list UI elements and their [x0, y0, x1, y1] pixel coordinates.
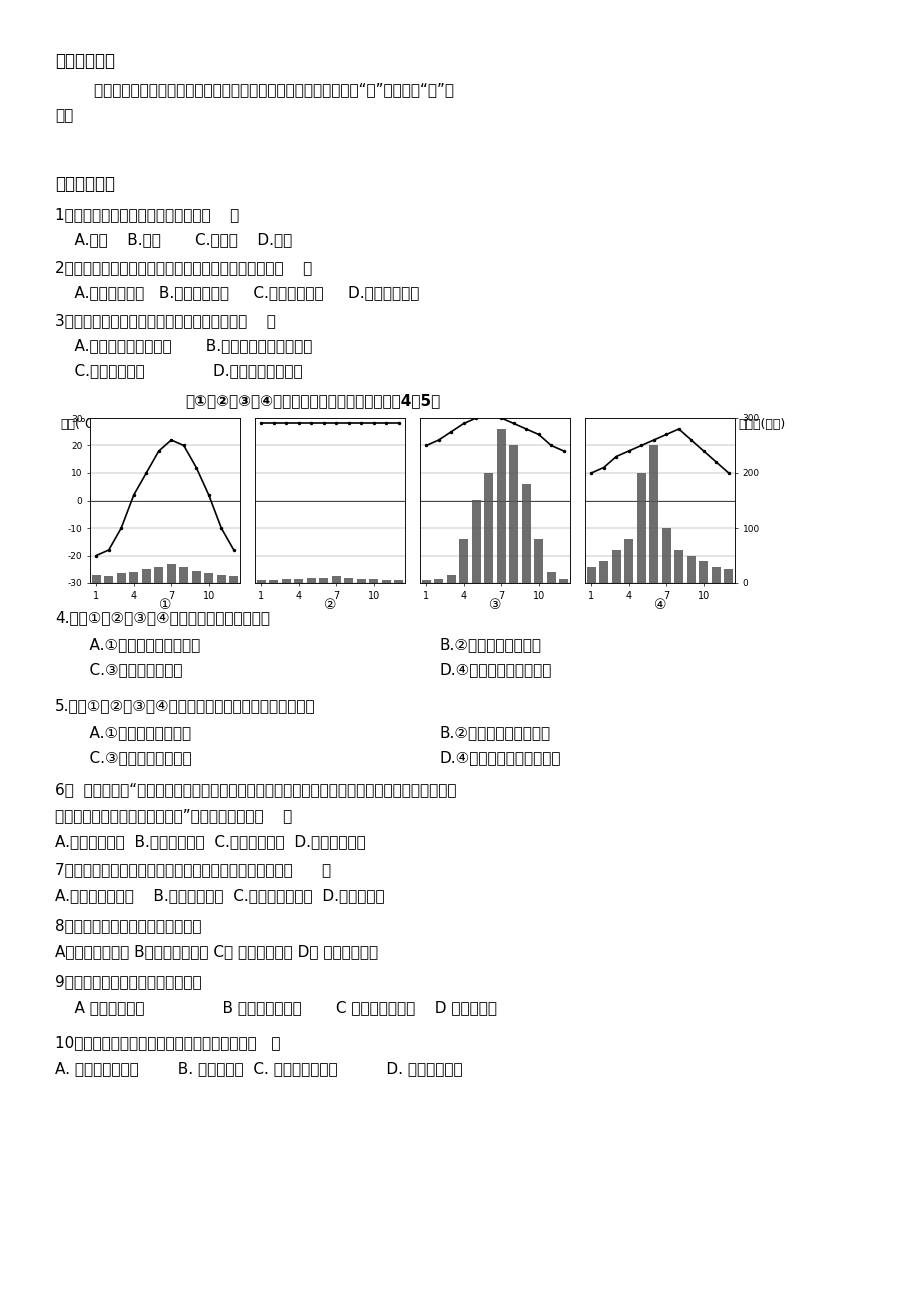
Text: A.非洲好望角炎热干燥       B.巴西高原草木一片繁茂: A.非洲好望角炎热干燥 B.巴西高原草木一片繁茂	[55, 339, 312, 353]
Text: 10、除南极洲外，各洲都有分布的气候类型是（   ）: 10、除南极洲外，各洲都有分布的气候类型是（ ）	[55, 1035, 280, 1049]
Bar	[698, 561, 708, 583]
Text: ②: ②	[323, 598, 335, 612]
Text: A. 温带大陆性气候        B. 地中海气候  C. 温带海洋性气候          D. 热带沙漠气候: A. 温带大陆性气候 B. 地中海气候 C. 温带海洋性气候 D. 热带沙漠气候	[55, 1061, 462, 1075]
Text: A、热带草原气候 B、热带季风气候 C、 热带雨林气候 D、 热带沙漠气候: A、热带草原气候 B、热带季风气候 C、 热带雨林气候 D、 热带沙漠气候	[55, 944, 378, 960]
Text: C.③地是地中海气候: C.③地是地中海气候	[70, 661, 182, 677]
Bar	[611, 549, 620, 583]
Bar	[394, 581, 403, 583]
Text: C.罗马温和多雨              D.欧洲西部寒冷干燥: C.罗马温和多雨 D.欧洲西部寒冷干燥	[55, 363, 302, 378]
Bar	[281, 578, 290, 583]
Text: D.④地分布在我国东北平原: D.④地分布在我国东北平原	[439, 750, 561, 766]
Text: 》巩固练习》: 》巩固练习》	[55, 174, 115, 193]
Bar	[471, 500, 480, 583]
Text: A.热带雨林气候  B.热带草原气候  C.热带季风气候  D.温度草原气候: A.热带雨林气候 B.热带草原气候 C.热带季风气候 D.温度草原气候	[55, 835, 366, 849]
Bar	[483, 473, 493, 583]
Text: 气温(℃): 气温(℃)	[60, 418, 98, 431]
Bar	[636, 473, 645, 583]
Bar	[332, 577, 340, 583]
Text: A.①地是温带海洋性气候: A.①地是温带海洋性气候	[70, 637, 200, 652]
Bar	[142, 569, 151, 583]
Bar	[586, 566, 595, 583]
Bar	[192, 570, 200, 583]
Text: D.④地是亚热带季风气候: D.④地是亚热带季风气候	[439, 661, 551, 677]
Text: 3、北京月平均气温最低时，不正确的说法是（    ）: 3、北京月平均气温最低时，不正确的说法是（ ）	[55, 312, 276, 328]
Bar	[269, 581, 278, 583]
Text: B.②地分布在西亚和北非: B.②地分布在西亚和北非	[439, 725, 550, 740]
Bar	[117, 573, 126, 583]
Text: ④: ④	[653, 598, 665, 612]
Bar	[559, 578, 568, 583]
Text: 型）: 型）	[55, 108, 74, 122]
Bar	[204, 573, 213, 583]
Bar	[711, 566, 720, 583]
Bar	[422, 581, 430, 583]
Bar	[649, 445, 657, 583]
Text: 半年少雨，此时外面一片枯黄。”请问该国家属于（    ）: 半年少雨，此时外面一片枯黄。”请问该国家属于（ ）	[55, 809, 292, 823]
Bar	[534, 539, 542, 583]
Bar	[521, 484, 530, 583]
Bar	[166, 564, 176, 583]
Bar	[130, 572, 138, 583]
Bar	[369, 578, 378, 583]
Text: A.热带雨林气候   B.热带草原气候     C.热带沙漠气候     D.热带季风气候: A.热带雨林气候 B.热带草原气候 C.热带沙漠气候 D.热带季风气候	[55, 285, 419, 299]
Text: 6、  某非洲国家“全年气温很高，降水的年内分配不均匀，半年多雨，此时高草葱绿，生机盎然；: 6、 某非洲国家“全年气温很高，降水的年内分配不均匀，半年多雨，此时高草葱绿，生…	[55, 783, 456, 797]
Text: A.①地分布在欧洲南部: A.①地分布在欧洲南部	[70, 725, 191, 740]
Text: 》拓展延伸》: 》拓展延伸》	[55, 52, 115, 70]
Text: 降水量(毫米): 降水量(毫米)	[737, 418, 785, 431]
Bar	[624, 539, 632, 583]
Bar	[674, 549, 683, 583]
Text: B.②地是热带草原气候: B.②地是热带草原气候	[439, 637, 541, 652]
Bar	[546, 572, 555, 583]
Text: 7、冬无严寒，夏无酷暑，一年内降水均匀的气候类型是（      ）: 7、冬无严寒，夏无酷暑，一年内降水均匀的气候类型是（ ）	[55, 862, 331, 878]
Text: ①: ①	[159, 598, 171, 612]
Text: 读①、②、③、④四地的气温和降水统计图，回答4～5题: 读①、②、③、④四地的气温和降水统计图，回答4～5题	[185, 393, 440, 408]
Bar	[92, 574, 100, 583]
Bar	[434, 578, 443, 583]
Bar	[344, 578, 353, 583]
Bar	[217, 574, 225, 583]
Bar	[496, 428, 505, 583]
Bar	[357, 578, 365, 583]
Bar	[447, 574, 455, 583]
Text: 4.关于①、②、③、④四地气候类型，正确的是: 4.关于①、②、③、④四地气候类型，正确的是	[55, 611, 269, 625]
Bar	[307, 578, 315, 583]
Bar	[459, 539, 468, 583]
Bar	[661, 529, 670, 583]
Bar	[598, 561, 607, 583]
Bar	[104, 577, 113, 583]
Text: 9、只分布在大陆西屸的气候类型有: 9、只分布在大陆西屸的气候类型有	[55, 974, 201, 990]
Text: A 热带季风气候                B 热带雨林气候。       C 温带大陆性气候    D 地中海气候: A 热带季风气候 B 热带雨林气候。 C 温带大陆性气候 D 地中海气候	[55, 1000, 496, 1016]
Bar	[319, 578, 328, 583]
Bar	[179, 566, 187, 583]
Text: 1、热带草原气候分布最广的大洲是（    ）: 1、热带草原气候分布最广的大洲是（ ）	[55, 207, 239, 223]
Bar	[229, 577, 238, 583]
Text: 根据气温变化曲线和降水量柱状图如何判断气候类型？（提示：以“温”定带，以“水”定: 根据气温变化曲线和降水量柱状图如何判断气候类型？（提示：以“温”定带，以“水”定	[55, 82, 453, 98]
Text: 2、回归线经过的大陆西屸和内陆地区主要分布气候是（    ）: 2、回归线经过的大陆西屸和内陆地区主要分布气候是（ ）	[55, 260, 312, 275]
Text: ③: ③	[488, 598, 501, 612]
Bar	[256, 581, 266, 583]
Text: 8、下列气候只分布于亚洲的是（）: 8、下列气候只分布于亚洲的是（）	[55, 918, 201, 934]
Bar	[686, 556, 695, 583]
Bar	[294, 578, 302, 583]
Text: 5.关于①、②、③、④四地可能分布的地区，叙述正确的是: 5.关于①、②、③、④四地可能分布的地区，叙述正确的是	[55, 698, 315, 713]
Bar	[154, 566, 163, 583]
Text: A.亚热带季风气候    B.温带季风气候  C.温带海洋性气候  D.地中海气候: A.亚热带季风气候 B.温带季风气候 C.温带海洋性气候 D.地中海气候	[55, 888, 384, 904]
Bar	[381, 581, 391, 583]
Text: A.亚洲    B.非洲       C.南美洲    D.欧洲: A.亚洲 B.非洲 C.南美洲 D.欧洲	[55, 232, 292, 247]
Bar	[723, 569, 732, 583]
Text: C.③地分布在印度半岛: C.③地分布在印度半岛	[70, 750, 191, 766]
Bar	[509, 445, 517, 583]
